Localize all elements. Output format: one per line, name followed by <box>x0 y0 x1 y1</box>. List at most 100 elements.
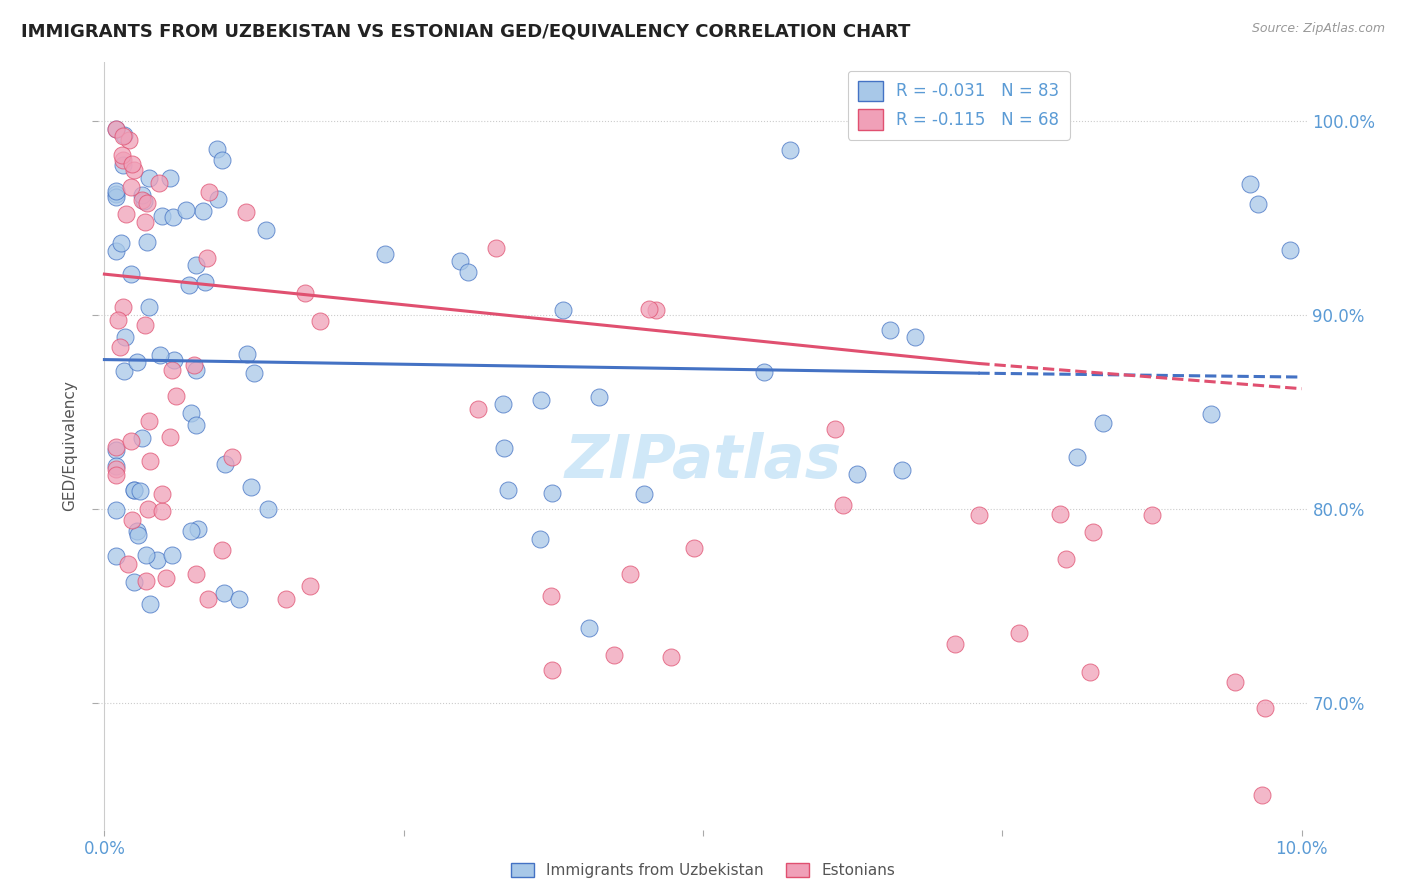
Point <box>529 533 551 547</box>
Point <box>236 347 259 361</box>
Point <box>184 258 207 272</box>
Point <box>194 275 217 289</box>
Point <box>134 318 156 333</box>
Point <box>1199 407 1222 421</box>
Point <box>205 142 228 156</box>
Point <box>180 524 202 538</box>
Point <box>105 122 128 136</box>
Point <box>492 441 515 455</box>
Point <box>163 352 186 367</box>
Point <box>111 148 134 162</box>
Point <box>1253 701 1275 715</box>
Legend: Immigrants from Uzbekistan, Estonians: Immigrants from Uzbekistan, Estonians <box>505 857 901 884</box>
Point <box>492 396 515 410</box>
Point <box>160 363 183 377</box>
Point <box>150 487 173 501</box>
Point <box>184 418 207 433</box>
Point <box>1278 243 1301 257</box>
Point <box>111 153 134 167</box>
Point <box>211 543 233 558</box>
Point <box>228 592 250 607</box>
Point <box>150 504 173 518</box>
Text: ZIPatlas: ZIPatlas <box>564 432 842 491</box>
Point <box>619 566 641 581</box>
Point <box>138 300 160 314</box>
Point <box>530 393 553 408</box>
Point <box>1081 525 1104 540</box>
Text: Source: ZipAtlas.com: Source: ZipAtlas.com <box>1251 22 1385 36</box>
Point <box>638 302 661 317</box>
Point <box>138 414 160 428</box>
Point <box>146 553 169 567</box>
Point <box>1008 626 1031 640</box>
Point <box>578 622 600 636</box>
Point <box>457 265 479 279</box>
Point <box>212 586 235 600</box>
Point <box>645 302 668 317</box>
Point <box>832 498 855 512</box>
Point <box>105 503 128 517</box>
Point <box>1054 551 1077 566</box>
Point <box>198 185 221 199</box>
Point <box>122 483 145 497</box>
Point <box>197 592 219 607</box>
Point <box>155 571 177 585</box>
Point <box>160 548 183 562</box>
Point <box>111 300 134 314</box>
Point <box>1092 416 1115 430</box>
Point <box>1251 788 1274 802</box>
Point <box>374 246 396 260</box>
Point <box>159 430 181 444</box>
Point <box>779 144 801 158</box>
Point <box>309 314 332 328</box>
Point <box>1239 177 1261 191</box>
Point <box>124 483 146 497</box>
Point <box>114 207 136 221</box>
Point <box>274 591 297 606</box>
Point <box>105 185 128 199</box>
Y-axis label: GED/Equivalency: GED/Equivalency <box>62 381 77 511</box>
Point <box>134 215 156 229</box>
Point <box>211 153 233 167</box>
Text: IMMIGRANTS FROM UZBEKISTAN VS ESTONIAN GED/EQUIVALENCY CORRELATION CHART: IMMIGRANTS FROM UZBEKISTAN VS ESTONIAN G… <box>21 22 911 40</box>
Point <box>136 501 159 516</box>
Point <box>254 223 277 237</box>
Point <box>139 597 162 611</box>
Point <box>187 522 209 536</box>
Point <box>105 187 128 202</box>
Point <box>117 558 139 572</box>
Point <box>134 194 156 208</box>
Point <box>114 329 136 343</box>
Point <box>105 441 128 455</box>
Point <box>1066 450 1088 465</box>
Point <box>659 650 682 665</box>
Point <box>150 210 173 224</box>
Point <box>174 203 197 218</box>
Point <box>235 204 257 219</box>
Point <box>752 365 775 379</box>
Point <box>541 663 564 677</box>
Point <box>112 158 135 172</box>
Point <box>240 480 263 494</box>
Point <box>124 574 146 589</box>
Point <box>485 241 508 255</box>
Point <box>112 128 135 143</box>
Point <box>135 574 157 588</box>
Point <box>184 363 207 377</box>
Point <box>221 450 243 465</box>
Point <box>135 196 157 211</box>
Point <box>110 236 132 251</box>
Point <box>165 389 187 403</box>
Point <box>124 162 146 177</box>
Point <box>131 431 153 445</box>
Point <box>127 354 149 368</box>
Point <box>1247 197 1270 211</box>
Point <box>105 549 128 563</box>
Point <box>148 177 170 191</box>
Point <box>943 637 966 651</box>
Point <box>111 128 134 143</box>
Point <box>121 513 143 527</box>
Point <box>588 391 610 405</box>
Point <box>1049 508 1071 522</box>
Point <box>214 458 236 472</box>
